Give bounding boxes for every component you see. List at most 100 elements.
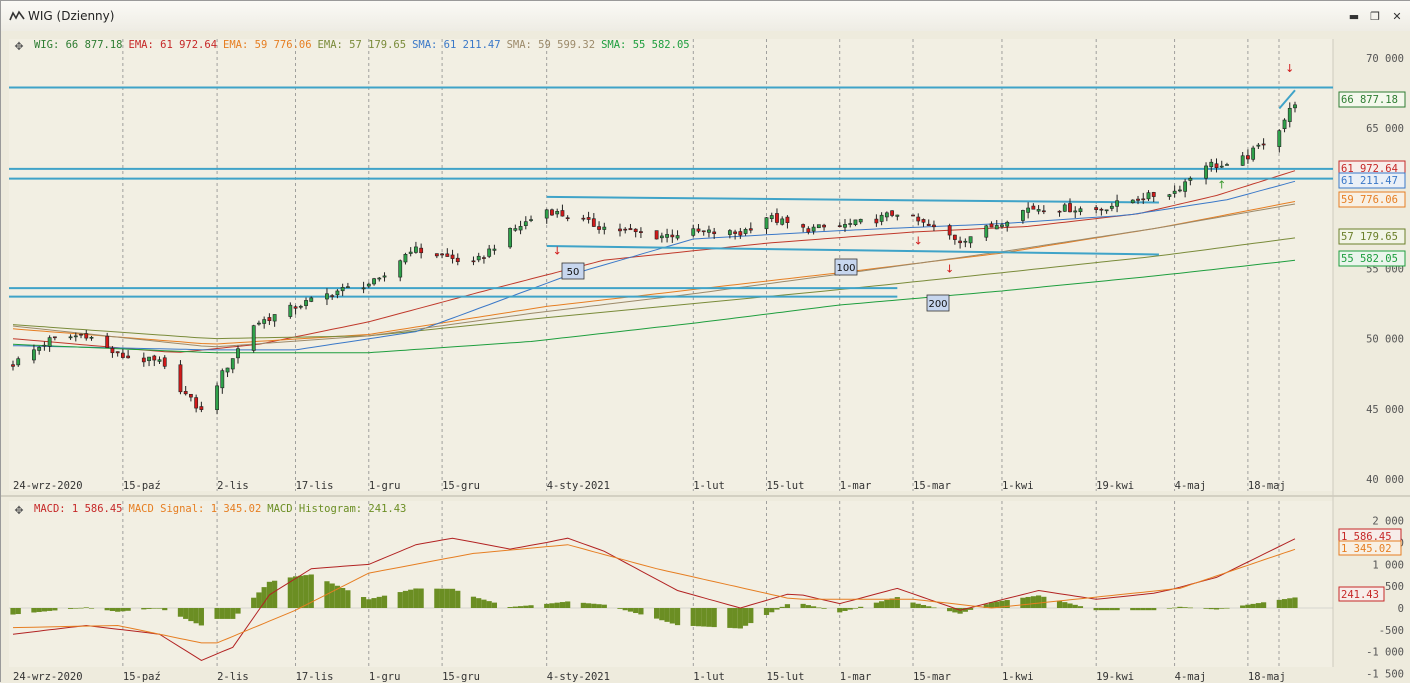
x-tick-label: 4-sty-2021 <box>547 671 610 683</box>
candle-up <box>843 224 847 228</box>
legend-entry: WIG: 66 877.18 <box>34 39 123 51</box>
candle-down <box>874 218 879 224</box>
macd-histogram-bar <box>915 603 921 608</box>
macd-histogram <box>10 574 1298 629</box>
macd-histogram-bar <box>983 604 989 608</box>
candle <box>921 218 926 227</box>
candle-up <box>361 287 366 290</box>
candle-up <box>529 219 533 221</box>
macd-histogram-bar <box>695 608 702 627</box>
candle <box>152 354 157 367</box>
macd-histogram-bar <box>601 604 607 608</box>
restore-button[interactable]: ❐ <box>1370 10 1380 23</box>
macd-histogram-bar <box>1067 603 1073 608</box>
macd-histogram-bar <box>559 602 566 608</box>
minimize-button[interactable]: ▬ <box>1348 10 1360 23</box>
macd-histogram-bar <box>1255 603 1261 608</box>
candle <box>194 394 199 413</box>
candle <box>366 282 371 289</box>
candle-up <box>257 322 261 325</box>
candle-down <box>701 230 706 233</box>
candle <box>335 289 340 299</box>
legend-entry: MACD Histogram: 241.43 <box>267 503 407 515</box>
macd-histogram-bar <box>1240 605 1246 608</box>
macd-histogram-bar <box>151 608 157 609</box>
macd-histogram-bar <box>376 596 382 608</box>
candle <box>591 213 596 227</box>
macd-histogram-bar <box>774 608 780 610</box>
candle-down <box>293 306 298 309</box>
candle-down <box>267 317 272 322</box>
price-tag-text: 61 211.47 <box>1341 175 1398 187</box>
x-tick-label: 2-lis <box>217 480 249 492</box>
chart-area[interactable]: 24-wrz-2020 15-paź 2-lis 17-lis 1-gru 15-gru 4… <box>1 31 1410 683</box>
indicator-line-ema <box>12 201 1296 345</box>
candle <box>1146 190 1151 202</box>
candle-up <box>1219 165 1224 168</box>
macd-histogram-bar <box>402 590 409 608</box>
y-tick-label: 1 000 <box>1372 559 1404 571</box>
price-tag-box <box>1338 228 1406 245</box>
candle <box>414 241 418 254</box>
macd-histogram-bar <box>481 599 487 608</box>
macd-histogram-bar <box>491 602 498 608</box>
macd-histogram-bar <box>732 608 738 629</box>
x-tick-label: 1-lut <box>693 480 725 492</box>
candle-down <box>696 228 701 232</box>
close-button[interactable]: ✕ <box>1392 10 1402 23</box>
macd-histogram-bar <box>434 588 440 608</box>
macd-histogram-bar <box>638 608 644 615</box>
candle <box>701 230 706 236</box>
candle <box>1115 194 1119 213</box>
candle <box>952 234 957 245</box>
macd-histogram-bar <box>523 605 529 608</box>
macd-histogram-bar <box>879 601 885 608</box>
candle-up <box>1256 144 1261 147</box>
candle <box>1036 205 1041 215</box>
panel-move-icon: ✥ <box>14 504 23 517</box>
candle <box>482 255 486 264</box>
candle <box>659 232 664 243</box>
candle-down <box>1057 210 1062 213</box>
macd-histogram-bar <box>1287 598 1293 608</box>
candle-up <box>230 358 235 370</box>
candle-down <box>1136 198 1140 201</box>
x-tick-label: 15-gru <box>442 480 480 492</box>
candle-down <box>822 224 826 228</box>
candle <box>1078 206 1083 216</box>
macd-histogram-bar <box>345 590 351 608</box>
candle <box>309 296 314 303</box>
candle <box>16 356 21 367</box>
x-tick-label: 24-wrz-2020 <box>13 480 83 492</box>
legend-entry: MACD: 1 586.45 <box>34 503 123 515</box>
candle-up <box>1209 161 1214 168</box>
title-bar[interactable]: WIG (Dzienny) ▬ ❐ ✕ <box>1 1 1410 32</box>
candle-up <box>1036 209 1041 212</box>
y-tick-label: 70 000 <box>1366 53 1404 65</box>
candle <box>1209 158 1214 172</box>
candle-up <box>251 325 256 351</box>
macd-histogram-bar <box>1140 608 1146 611</box>
macd-histogram-bar <box>674 608 681 626</box>
candle-down <box>738 231 743 236</box>
candle <box>1282 118 1287 133</box>
macd-histogram-bar <box>287 577 293 608</box>
macd-histogram-bar <box>230 608 236 619</box>
candle <box>628 223 633 231</box>
candle-up <box>215 385 219 410</box>
macd-histogram-bar <box>779 606 785 608</box>
candle-down <box>597 226 601 230</box>
candle <box>1151 191 1156 203</box>
candle-up <box>147 356 151 362</box>
candle <box>691 224 696 238</box>
price-tag: 66 877.18 <box>1338 91 1406 108</box>
candle <box>455 253 460 266</box>
macd-tag: 1 345.02 <box>1338 540 1402 556</box>
x-tick-label: 17-lis <box>296 480 334 492</box>
candle <box>696 223 701 234</box>
candle-down <box>586 217 591 220</box>
candle-down <box>1099 208 1104 211</box>
macd-histogram-bar <box>1104 608 1110 611</box>
macd-histogram-bar <box>413 588 419 608</box>
macd-histogram-bar <box>47 608 53 611</box>
